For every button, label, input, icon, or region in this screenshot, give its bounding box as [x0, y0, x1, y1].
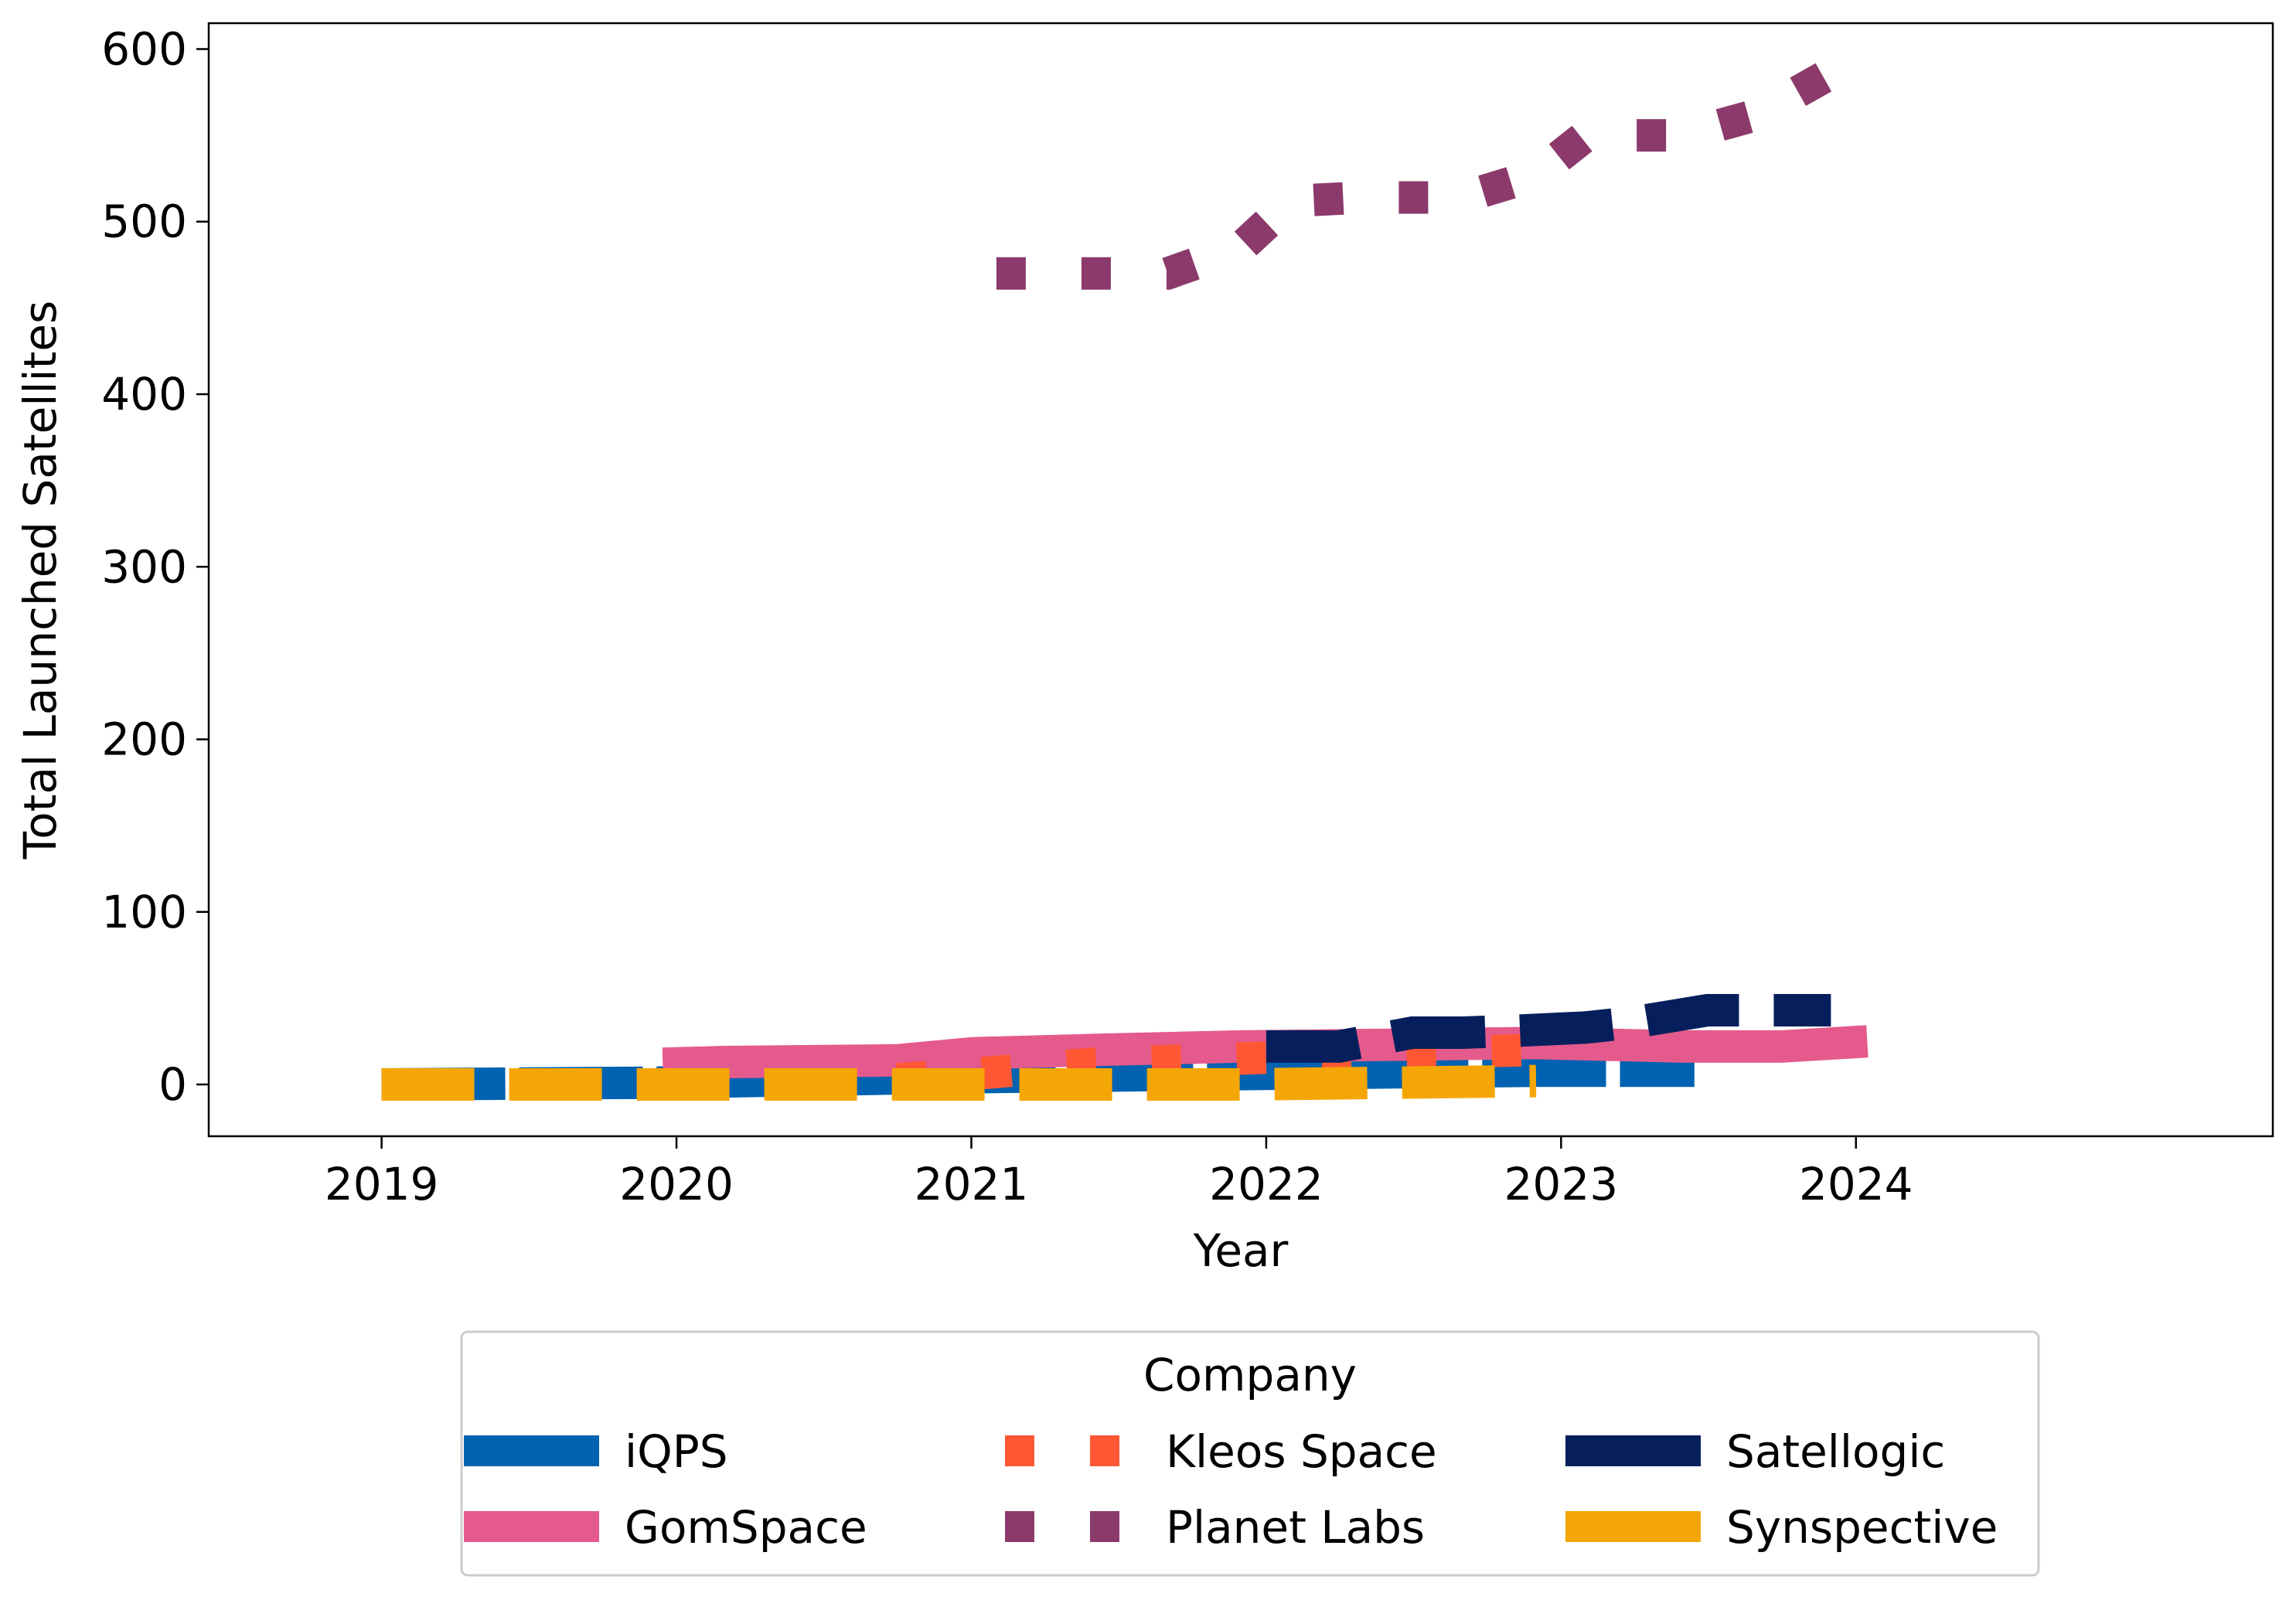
series-line-planet-labs	[996, 59, 1839, 290]
y-tick-label-600: 600	[101, 22, 187, 75]
y-tick-label-200: 200	[101, 713, 187, 766]
y-tick-label-300: 300	[101, 540, 187, 593]
legend-label-satellogic: Satellogic	[1726, 1425, 1945, 1478]
legend: Company iQPS GomSpace Kleos Space Planet La…	[460, 1330, 2040, 1577]
y-tick-label-400: 400	[101, 368, 187, 420]
x-tick-label-2022: 2022	[1209, 1158, 1323, 1210]
series-line-kleos-space	[896, 1033, 1537, 1096]
legend-label-gomspace: GomSpace	[625, 1501, 867, 1554]
series-line-synspective	[381, 1064, 1537, 1101]
legend-title: Company	[1143, 1349, 1357, 1401]
x-tick-label-2020: 2020	[619, 1158, 734, 1210]
legend-items: iQPS GomSpace Kleos Space Planet Labs Satell…	[464, 1425, 1998, 1554]
legend-label-planet-labs: Planet Labs	[1166, 1501, 1425, 1554]
legend-label-synspective: Synspective	[1726, 1501, 1998, 1554]
plot-frame	[207, 22, 2274, 1138]
x-tick-label-2024: 2024	[1799, 1158, 1913, 1210]
series-line-satellogic	[1266, 994, 1831, 1063]
y-tick-label-500: 500	[101, 196, 187, 248]
x-tick-label-2019: 2019	[325, 1158, 439, 1210]
legend-label-kleos-space: Kleos Space	[1166, 1425, 1437, 1478]
y-tick-label-100: 100	[101, 886, 187, 938]
x-tick-label-2023: 2023	[1504, 1158, 1619, 1210]
x-tick-label-2021: 2021	[915, 1158, 1029, 1210]
series-layer	[381, 59, 1868, 1101]
y-axis-label: Total Launched Satellites	[14, 301, 66, 860]
x-axis: 2019 2020 2021 2022 2023 2024	[325, 1136, 1913, 1210]
legend-label-iqps: iQPS	[625, 1425, 728, 1478]
x-axis-label: Year	[1193, 1224, 1289, 1277]
y-tick-label-0: 0	[158, 1058, 187, 1111]
y-axis: 0 100 200 300 400 500 600	[101, 22, 209, 1111]
